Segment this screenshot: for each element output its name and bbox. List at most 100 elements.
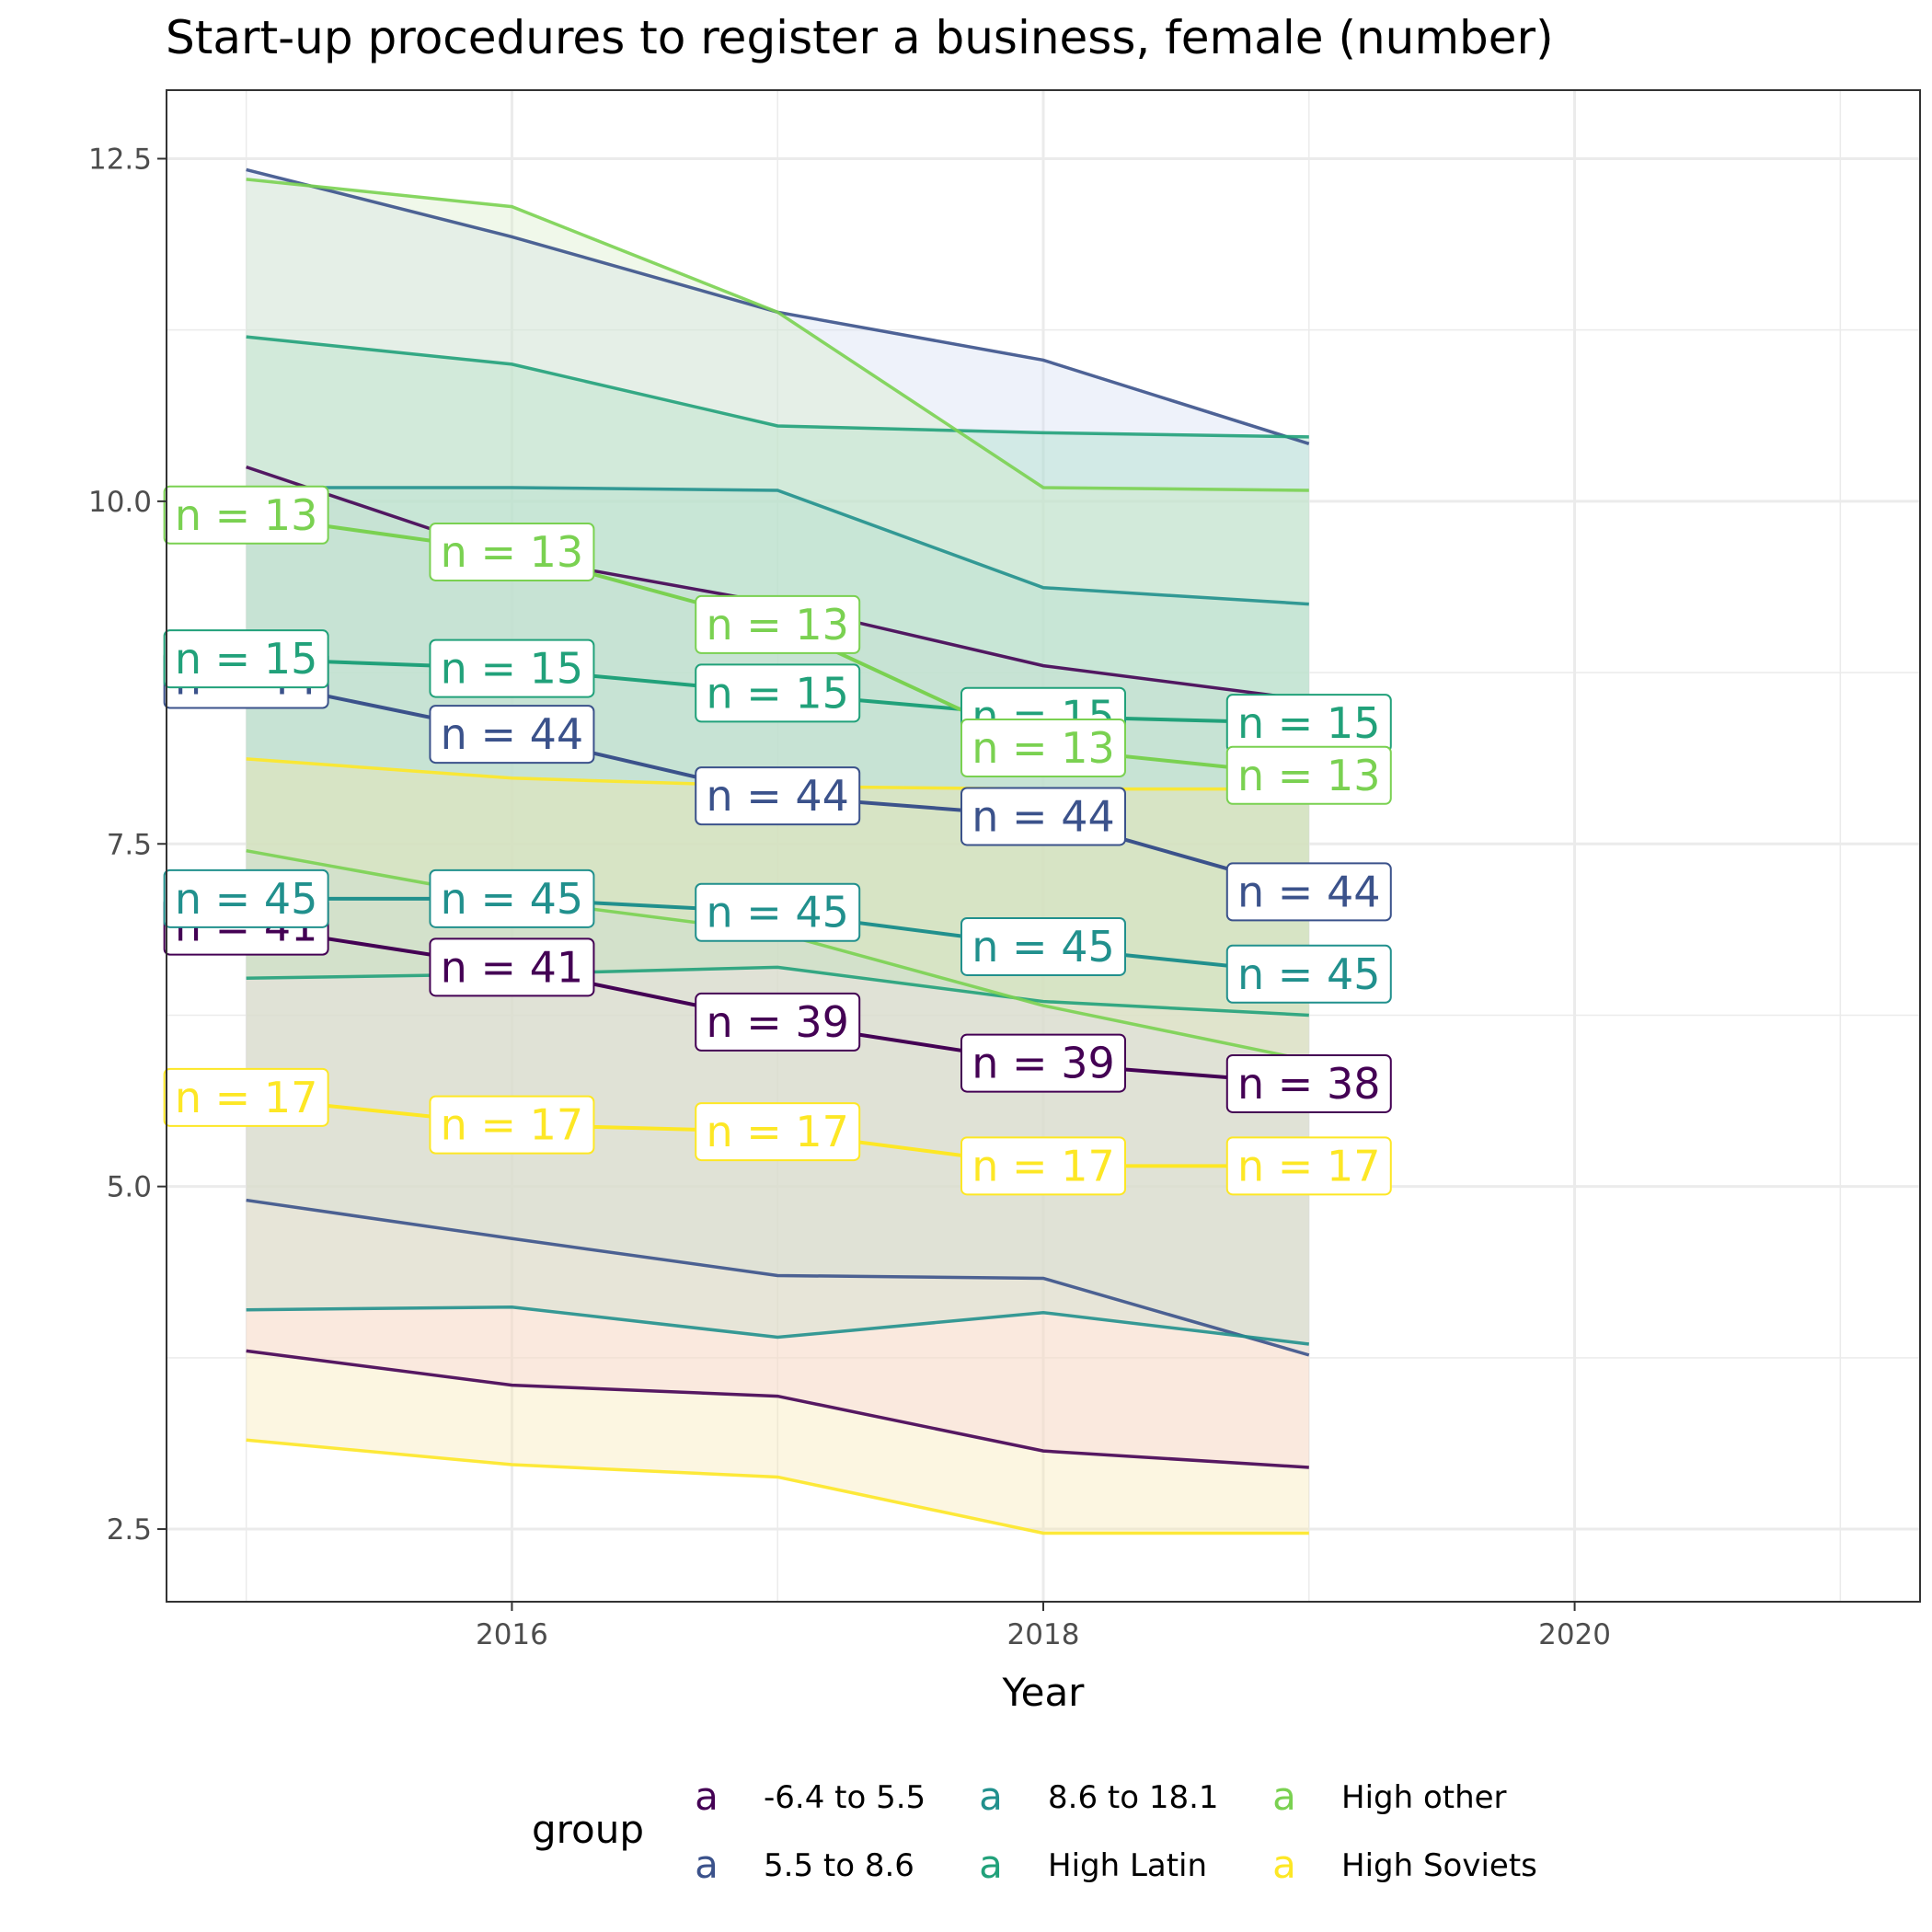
- n-label-box: [429, 937, 595, 997]
- n-label-text: n = 13: [441, 527, 583, 577]
- y-tick-label: 5.0: [107, 1171, 152, 1204]
- n-label-box: [960, 787, 1126, 846]
- legend-entry: a High other: [1272, 1774, 1506, 1819]
- n-label: n = 17: [429, 1095, 595, 1155]
- n-label: n = 15: [429, 638, 595, 698]
- n-label: n = 45: [429, 868, 595, 928]
- legend-title: group: [532, 1807, 644, 1852]
- n-label: n = 17: [163, 1067, 329, 1127]
- n-label-text: n = 17: [175, 1073, 317, 1122]
- legend-key: a: [1272, 1774, 1296, 1819]
- n-label-text: n = 41: [441, 942, 583, 992]
- n-label-text: n = 45: [972, 922, 1114, 972]
- n-label-text: n = 13: [1237, 751, 1380, 800]
- n-label-text: n = 13: [706, 600, 848, 650]
- y-tick-label: 12.5: [88, 143, 152, 176]
- n-label-text: n = 45: [175, 874, 317, 924]
- n-label: n = 41: [429, 937, 595, 997]
- n-label: n = 13: [163, 485, 329, 545]
- n-label-text: n = 17: [1237, 1141, 1380, 1190]
- legend: group a -6.4 to 5.5 a 5.5 to 8.6 a 8.6 to 18.1…: [532, 1774, 1537, 1887]
- legend-label: -6.4 to 5.5: [764, 1779, 926, 1816]
- n-label-text: n = 39: [706, 997, 848, 1047]
- n-label-box: [1225, 862, 1392, 922]
- n-label: n = 45: [1225, 944, 1392, 1004]
- n-label: n = 17: [1225, 1136, 1392, 1196]
- legend-label: High Latin: [1048, 1847, 1207, 1884]
- legend-label: 5.5 to 8.6: [764, 1847, 914, 1884]
- n-label: n = 15: [163, 629, 329, 689]
- n-label: n = 13: [695, 594, 861, 654]
- n-label-box: [695, 766, 861, 826]
- n-label-box: [695, 882, 861, 942]
- n-label-box: [695, 663, 861, 723]
- legend-key: a: [1272, 1842, 1296, 1887]
- line-lower-High Latin: [246, 965, 1309, 1018]
- n-label: n = 13: [429, 522, 595, 581]
- x-tick-label: 2018: [1007, 1618, 1080, 1651]
- n-label-text: n = 17: [441, 1100, 583, 1150]
- line-upper-8.6 to 18.1: [246, 486, 1309, 606]
- n-label: n = 39: [960, 1033, 1126, 1093]
- line-lower--6.4 to 5.5: [246, 1349, 1309, 1469]
- grid-layer: [167, 90, 1920, 1602]
- x-tick-label: 2016: [476, 1618, 548, 1651]
- legend-label: High other: [1341, 1779, 1507, 1816]
- n-label-text: n = 44: [706, 771, 848, 821]
- n-label-box: [1225, 1136, 1392, 1196]
- n-label-box: [960, 1033, 1126, 1093]
- n-label-text: n = 15: [441, 644, 583, 694]
- n-label-box: [695, 1102, 861, 1162]
- n-label-box: [1225, 1053, 1392, 1113]
- line-upper-High Latin: [246, 335, 1309, 439]
- line-layer: [246, 167, 1310, 1535]
- n-label-box: [429, 868, 595, 928]
- n-label-box: [429, 705, 595, 765]
- n-label-box: [960, 916, 1126, 976]
- n-label-text: n = 39: [972, 1039, 1114, 1088]
- n-label-text: n = 44: [972, 791, 1114, 841]
- n-label-box: [429, 1095, 595, 1155]
- n-label-box: [695, 594, 861, 654]
- n-label-text: n = 45: [1237, 949, 1380, 999]
- n-label-text: n = 13: [972, 723, 1114, 773]
- n-label-text: n = 17: [706, 1107, 848, 1156]
- legend-entry: a High Soviets: [1272, 1842, 1537, 1887]
- n-label: n = 44: [1225, 862, 1392, 922]
- n-label-text: n = 15: [175, 634, 317, 684]
- n-label: n = 45: [163, 868, 329, 928]
- n-label: n = 15: [695, 663, 861, 723]
- n-label-box: [163, 1067, 329, 1127]
- n-label: n = 39: [695, 992, 861, 1052]
- n-label-box: [1225, 944, 1392, 1004]
- n-label-text: n = 44: [441, 709, 583, 759]
- legend-entry: a High Latin: [979, 1842, 1207, 1887]
- legend-label: High Soviets: [1341, 1847, 1537, 1884]
- n-label-text: n = 13: [175, 490, 317, 540]
- n-label-box: [429, 522, 595, 581]
- n-label: n = 44: [429, 705, 595, 765]
- legend-entry: a -6.4 to 5.5: [695, 1774, 926, 1819]
- n-label-text: n = 15: [706, 668, 848, 718]
- x-axis-title: Year: [1002, 1670, 1086, 1715]
- n-label-box: [163, 868, 329, 928]
- line-upper-High other: [246, 178, 1309, 492]
- n-label: n = 45: [695, 882, 861, 942]
- n-label-box: [960, 1136, 1126, 1196]
- n-label-text: n = 45: [441, 874, 583, 924]
- y-tick-label: 10.0: [88, 486, 152, 519]
- n-label-text: n = 38: [1237, 1059, 1380, 1109]
- chart-title: Start-up procedures to register a busine…: [166, 11, 1554, 64]
- legend-entry: a 5.5 to 8.6: [695, 1842, 914, 1887]
- n-label: n = 15: [1225, 694, 1392, 753]
- n-label-box: [163, 629, 329, 689]
- n-label-box: [960, 718, 1126, 777]
- n-label-box: [1225, 745, 1392, 805]
- legend-label: 8.6 to 18.1: [1048, 1779, 1219, 1816]
- y-tick-label: 7.5: [107, 828, 152, 861]
- n-label: n = 44: [960, 787, 1126, 846]
- n-label-text: n = 17: [972, 1141, 1114, 1190]
- axis-layer: 2.5 5.0 7.5 10.0 12.5 2016 2018 2020: [88, 143, 1611, 1651]
- legend-entry: a 8.6 to 18.1: [979, 1774, 1218, 1819]
